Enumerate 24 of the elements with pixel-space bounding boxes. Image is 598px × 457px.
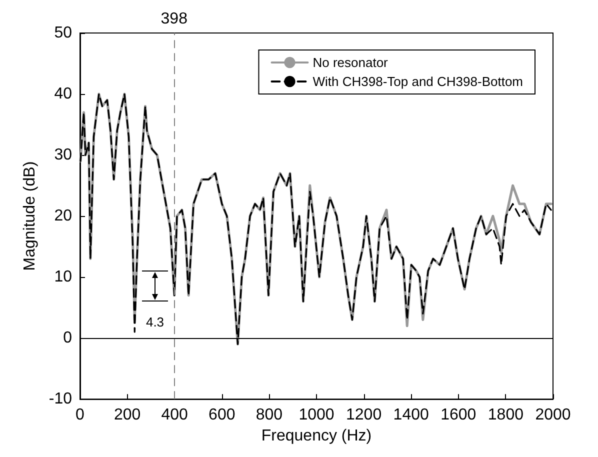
x-tick-label: 1200 <box>346 406 382 424</box>
x-tick-label: 400 <box>161 406 188 424</box>
x-tick-label: 800 <box>256 406 283 424</box>
x-tick-label: 600 <box>208 406 236 424</box>
y-tick-label: -10 <box>48 390 72 408</box>
x-tick-label: 1000 <box>298 406 334 424</box>
x-tick-label: 200 <box>114 406 141 424</box>
x-tick-label: 1800 <box>488 406 524 424</box>
annotation: 4.3 <box>146 314 164 330</box>
x-tick-label: 1600 <box>440 406 476 424</box>
x-tick-label: 2000 <box>535 406 571 424</box>
x-axis-title: Frequency (Hz) <box>261 428 372 444</box>
legend-label: With CH398-Top and CH398-Bottom <box>312 74 524 89</box>
x-tick-label: 1400 <box>393 406 429 424</box>
y-axis-title: Magnitude (dB) <box>21 161 38 271</box>
y-tick-label: 20 <box>54 208 72 225</box>
y-tick-label: 0 <box>63 330 72 347</box>
legend-label: No resonator <box>312 55 389 70</box>
y-tick-label: 30 <box>54 146 72 164</box>
y-tick-label: 10 <box>54 268 72 286</box>
y-tick-label: 40 <box>54 86 72 103</box>
y-tick-label: 50 <box>54 24 72 42</box>
x-tick-label: 0 <box>76 406 85 424</box>
ref-line-label: 398 <box>160 10 188 28</box>
